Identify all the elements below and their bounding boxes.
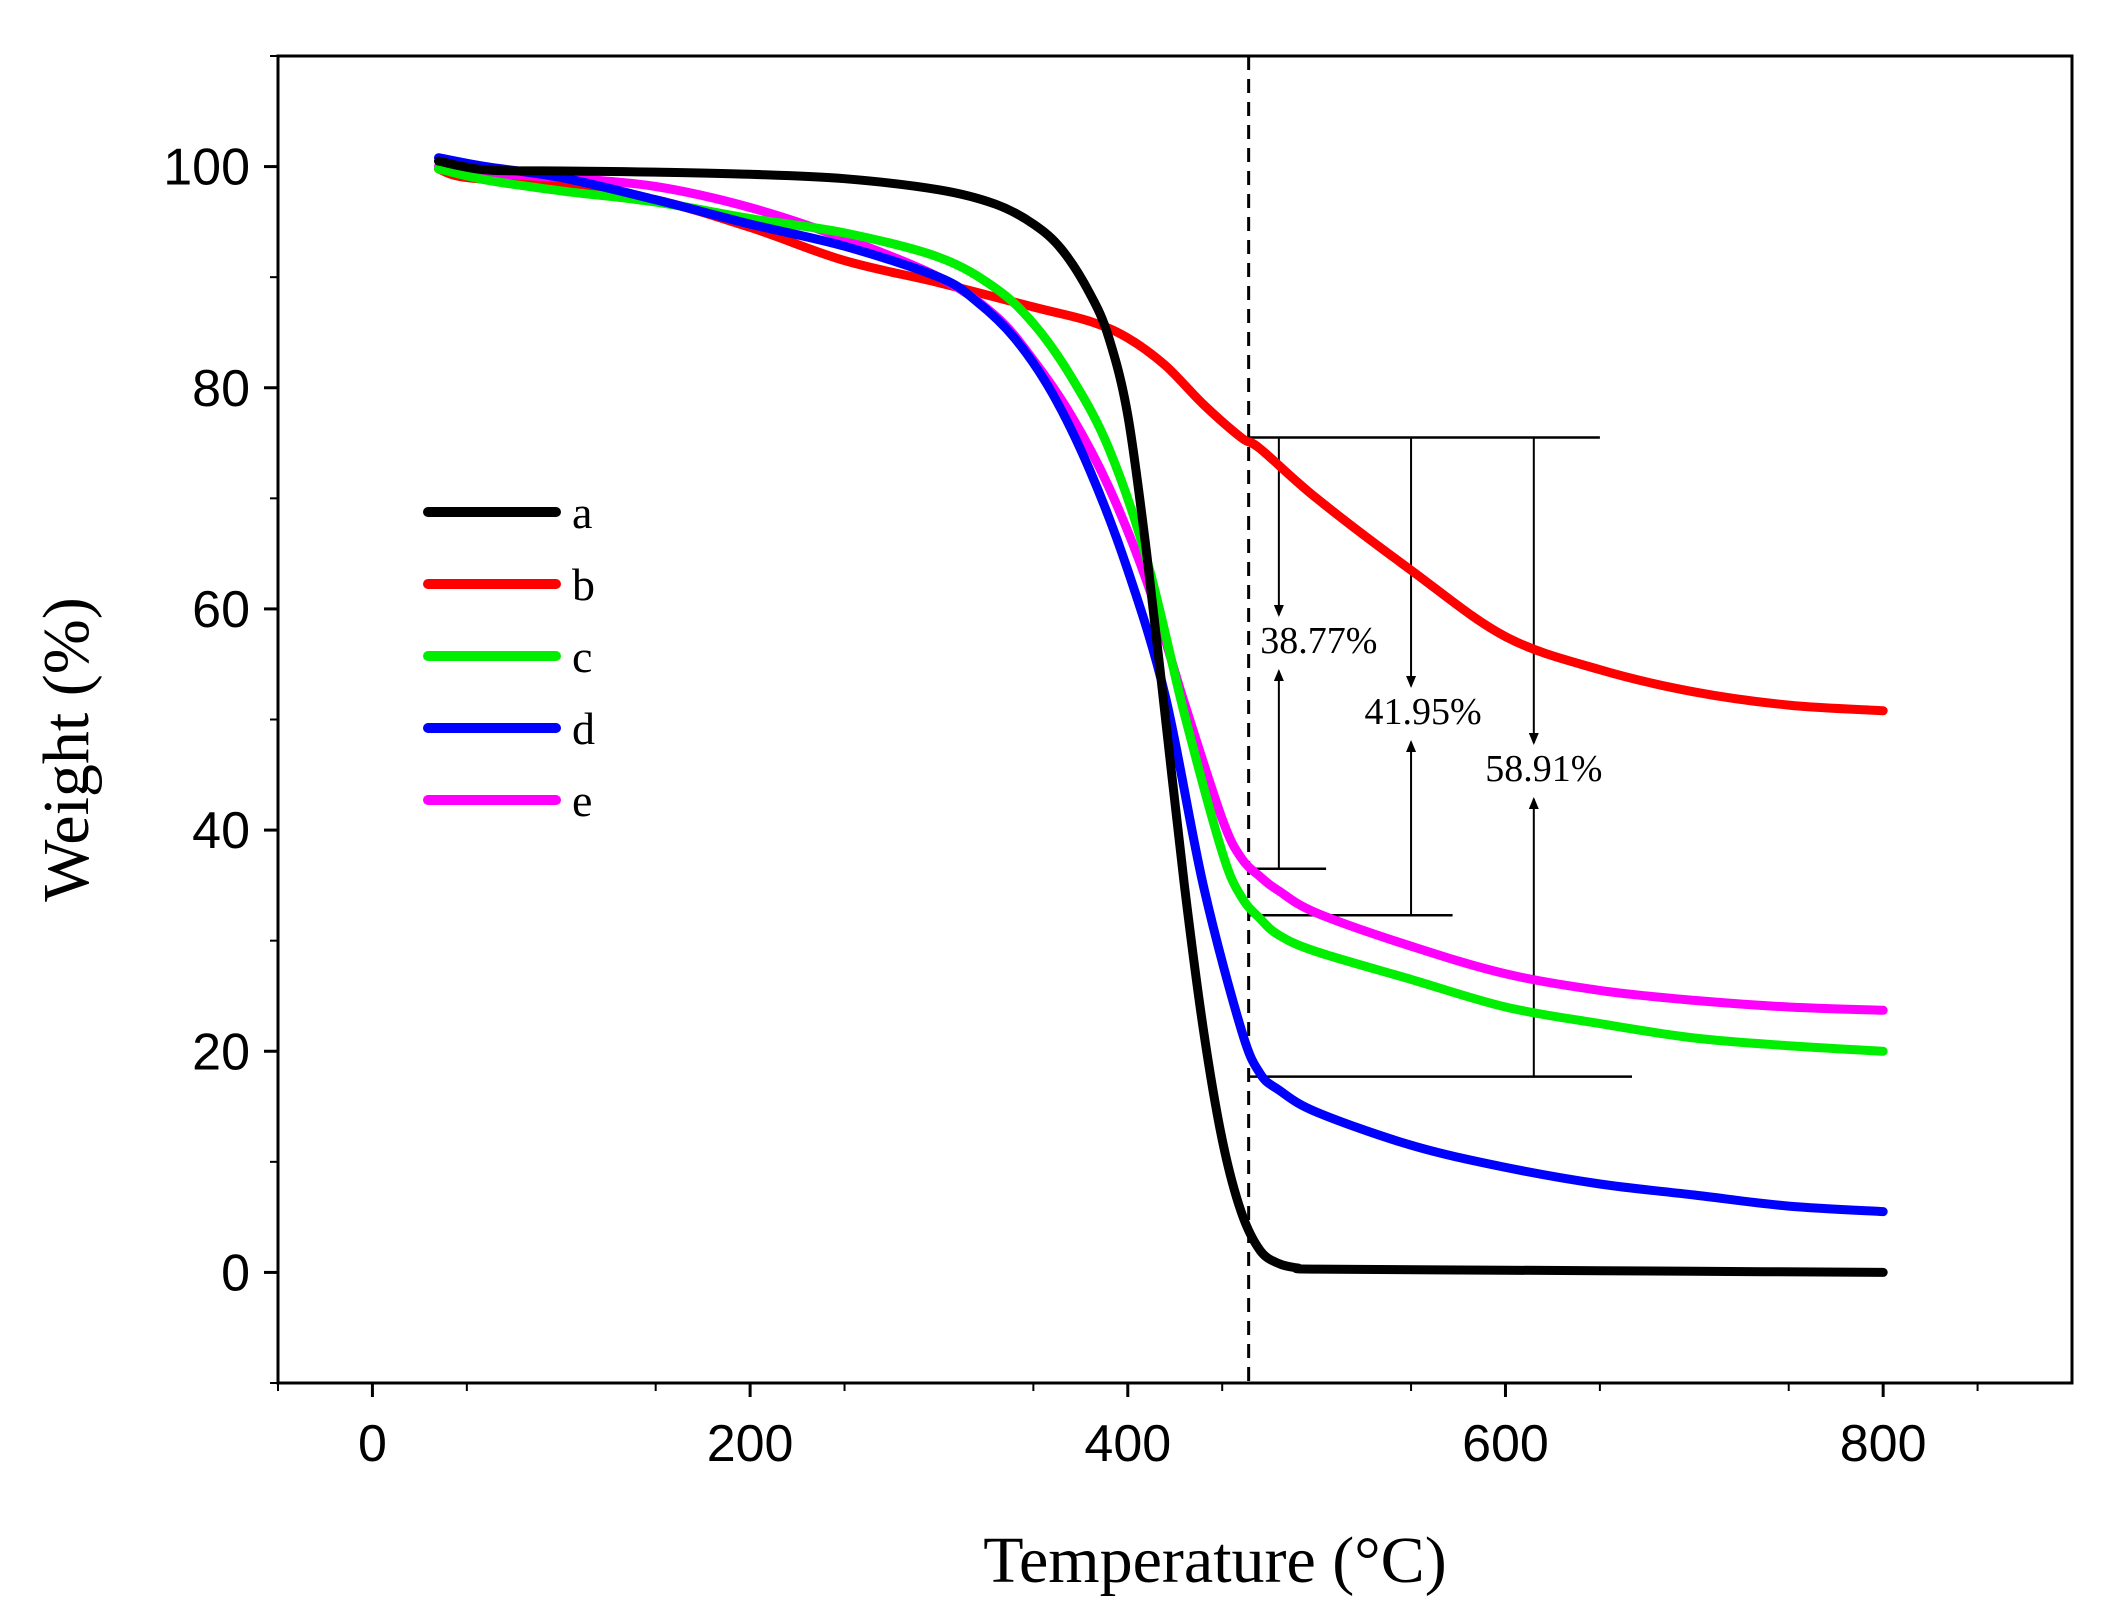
annotation-arrowhead — [1528, 733, 1539, 745]
x-tick-label: 0 — [358, 1415, 387, 1473]
x-tick-label: 200 — [707, 1415, 794, 1473]
annotation-arrowhead — [1528, 797, 1539, 809]
legend-label-e: e — [572, 775, 592, 826]
annotation-arrowhead — [1273, 669, 1284, 681]
legend-label-a: a — [572, 487, 592, 538]
x-tick-label: 400 — [1084, 1415, 1171, 1473]
series-line-c — [434, 164, 1888, 1056]
y-tick-label: 80 — [192, 360, 250, 418]
series-line-e — [434, 162, 1888, 1015]
annotation-label: 41.95% — [1364, 691, 1481, 733]
x-tick-label: 800 — [1840, 1415, 1927, 1473]
y-tick-label: 40 — [192, 802, 250, 860]
annotation-label: 58.91% — [1485, 748, 1602, 790]
y-tick-label: 0 — [221, 1244, 250, 1302]
x-tick-label: 600 — [1462, 1415, 1549, 1473]
y-tick-label: 20 — [192, 1023, 250, 1081]
legend-label-b: b — [572, 559, 595, 610]
y-tick-label: 100 — [163, 139, 250, 197]
x-axis-title: Temperature (°C) — [983, 1524, 1446, 1597]
annotation-label: 38.77% — [1260, 620, 1377, 662]
annotation-arrowhead — [1406, 740, 1417, 752]
annotation-arrowhead — [1406, 676, 1417, 688]
legend-label-c: c — [572, 631, 592, 682]
y-tick-label: 60 — [192, 581, 250, 639]
y-axis-title: Weight (%) — [30, 597, 103, 901]
annotation-arrowhead — [1273, 605, 1284, 617]
legend-label-d: d — [572, 703, 595, 754]
series-line-a — [434, 156, 1888, 1277]
